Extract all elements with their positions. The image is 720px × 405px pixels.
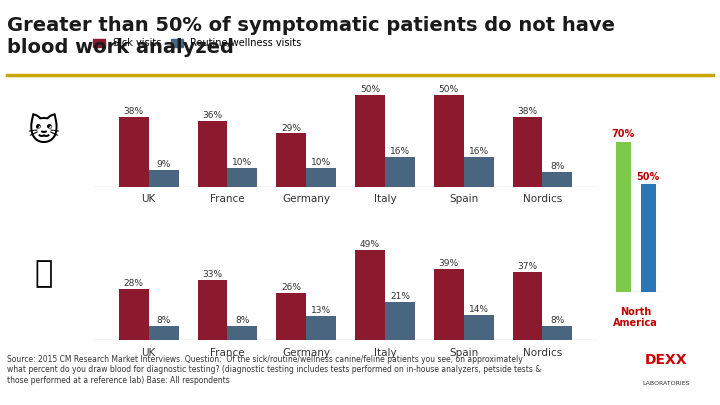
Text: Germany: Germany: [282, 347, 330, 358]
Text: 70%: 70%: [611, 129, 635, 139]
Bar: [616, 141, 631, 292]
Text: 39%: 39%: [438, 259, 459, 268]
Text: 37%: 37%: [518, 262, 538, 271]
Text: 9%: 9%: [156, 160, 171, 169]
Text: Italy: Italy: [374, 194, 396, 204]
Bar: [385, 302, 415, 340]
Text: Spain: Spain: [449, 194, 478, 204]
Text: 🐶: 🐶: [34, 259, 53, 288]
Bar: [276, 292, 306, 340]
Text: North
America: North America: [613, 307, 658, 328]
Bar: [149, 326, 179, 340]
Bar: [228, 326, 258, 340]
Text: 14%: 14%: [469, 305, 489, 313]
Text: 16%: 16%: [469, 147, 489, 156]
Text: Italy: Italy: [374, 347, 396, 358]
Text: 49%: 49%: [360, 241, 380, 249]
Bar: [542, 172, 572, 187]
Text: Spain: Spain: [449, 347, 478, 358]
Text: 21%: 21%: [390, 292, 410, 301]
Bar: [197, 280, 228, 340]
Text: Nordics: Nordics: [523, 347, 562, 358]
Text: 29%: 29%: [282, 124, 301, 132]
Text: 28%: 28%: [124, 279, 144, 288]
Bar: [355, 250, 385, 340]
Bar: [228, 168, 258, 187]
Bar: [385, 157, 415, 187]
Legend: Sick visits, Routine/wellness visits: Sick visits, Routine/wellness visits: [94, 38, 302, 48]
Text: France: France: [210, 347, 245, 358]
Bar: [542, 326, 572, 340]
Text: UK: UK: [142, 347, 156, 358]
Text: 16%: 16%: [390, 147, 410, 156]
Text: 38%: 38%: [124, 107, 144, 116]
Bar: [276, 133, 306, 187]
Bar: [464, 315, 494, 340]
Text: 50%: 50%: [636, 172, 660, 182]
Text: 🐱: 🐱: [27, 117, 59, 147]
Text: Nordics: Nordics: [523, 194, 562, 204]
Text: 36%: 36%: [202, 111, 222, 120]
Text: 8%: 8%: [550, 315, 564, 324]
Text: Greater than 50% of symptomatic patients do not have
blood work analyzed: Greater than 50% of symptomatic patients…: [7, 16, 615, 57]
Bar: [355, 95, 385, 187]
Bar: [464, 157, 494, 187]
Text: 10%: 10%: [233, 158, 253, 167]
Text: 26%: 26%: [282, 283, 301, 292]
Text: 8%: 8%: [235, 315, 250, 324]
Text: 38%: 38%: [518, 107, 538, 116]
Text: UK: UK: [142, 194, 156, 204]
Text: Germany: Germany: [282, 194, 330, 204]
Text: 10%: 10%: [311, 158, 331, 167]
Bar: [119, 117, 149, 187]
Bar: [433, 269, 464, 340]
Bar: [513, 117, 542, 187]
Text: 50%: 50%: [360, 85, 380, 94]
Text: 33%: 33%: [202, 270, 222, 279]
Bar: [641, 184, 656, 292]
Bar: [433, 95, 464, 187]
Text: DEXX: DEXX: [644, 353, 688, 367]
Bar: [149, 170, 179, 187]
Text: 13%: 13%: [311, 307, 331, 315]
Bar: [306, 168, 336, 187]
Text: 8%: 8%: [156, 315, 171, 324]
Text: 8%: 8%: [550, 162, 564, 171]
Bar: [306, 316, 336, 340]
Text: Source: 2015 CM Research Market Interviews. Question:  Of the sick/routine/welln: Source: 2015 CM Research Market Intervie…: [7, 355, 541, 385]
Text: France: France: [210, 194, 245, 204]
Text: LABORATORIES: LABORATORIES: [642, 382, 690, 386]
Bar: [197, 121, 228, 187]
Bar: [513, 272, 542, 340]
Bar: [119, 289, 149, 340]
Text: 50%: 50%: [438, 85, 459, 94]
